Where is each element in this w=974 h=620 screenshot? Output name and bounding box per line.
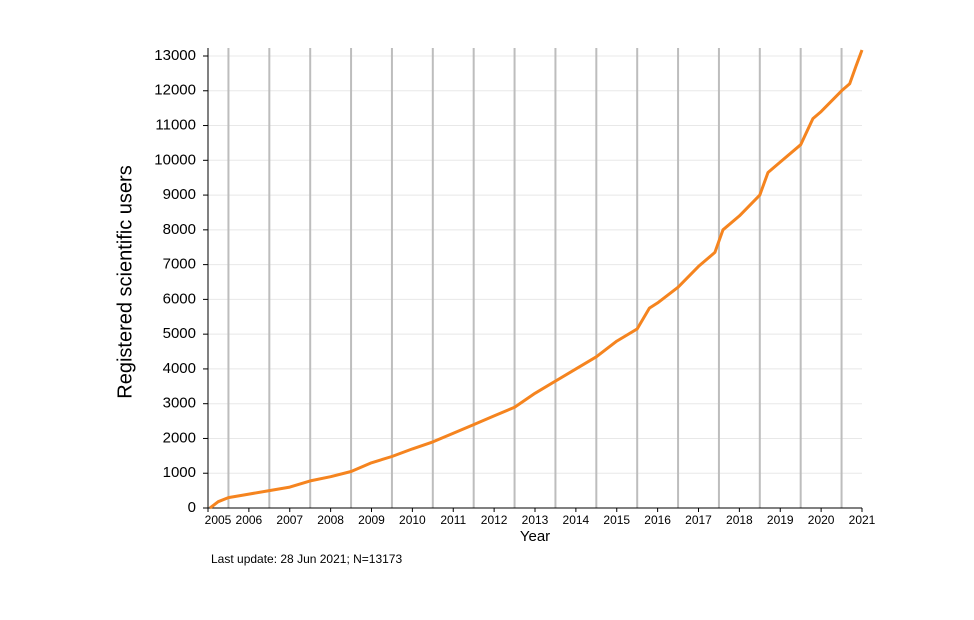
x-tick-label: 2016 bbox=[644, 513, 671, 527]
x-tick-label: 2009 bbox=[358, 513, 385, 527]
y-tick-label: 12000 bbox=[154, 82, 196, 99]
line bbox=[209, 49, 864, 510]
x-tick-label: 2015 bbox=[603, 513, 630, 527]
x-tick-label: 2017 bbox=[685, 513, 712, 527]
x-tick-label: 2013 bbox=[522, 513, 549, 527]
y-tick-label: 3000 bbox=[163, 395, 196, 412]
y-tick-label: 11000 bbox=[155, 117, 196, 134]
y-tick-label: 2000 bbox=[163, 429, 196, 446]
note: Last update: 28 Jun 2021; N=13173 bbox=[211, 552, 402, 566]
x-tick-label: 2018 bbox=[726, 513, 753, 527]
y-tick-label: 0 bbox=[188, 499, 196, 516]
x-tick-label: 2021 bbox=[849, 513, 876, 527]
y-tick-label: 1000 bbox=[163, 464, 196, 481]
x-tick-label: 2020 bbox=[808, 513, 835, 527]
y-tick-label: 10000 bbox=[154, 151, 196, 168]
y-tick-label: 9000 bbox=[163, 186, 196, 203]
y-tick-label: 6000 bbox=[163, 290, 196, 307]
x-tick-label: 2010 bbox=[399, 513, 426, 527]
y-axis-label: Registered scientific users bbox=[114, 165, 136, 398]
x-tick-label: 2011 bbox=[440, 513, 466, 527]
y-tick-label: 7000 bbox=[163, 256, 196, 273]
x-axis-label: Year bbox=[520, 528, 550, 545]
x-tick-label: 2007 bbox=[276, 513, 303, 527]
x-tick-label: 2006 bbox=[236, 513, 263, 527]
x-tick-label: 2012 bbox=[481, 513, 508, 527]
y-tick-label: 13000 bbox=[154, 47, 196, 64]
y-tick-label: 4000 bbox=[163, 360, 196, 377]
x-tick-label: 2014 bbox=[563, 513, 590, 527]
x-tick-label: 2005 bbox=[205, 513, 232, 527]
x-tick-label: 2019 bbox=[767, 513, 794, 527]
x-tick-label: 2008 bbox=[317, 513, 344, 527]
y-tick-label: 8000 bbox=[163, 221, 196, 238]
y-tick-label: 5000 bbox=[163, 325, 196, 342]
